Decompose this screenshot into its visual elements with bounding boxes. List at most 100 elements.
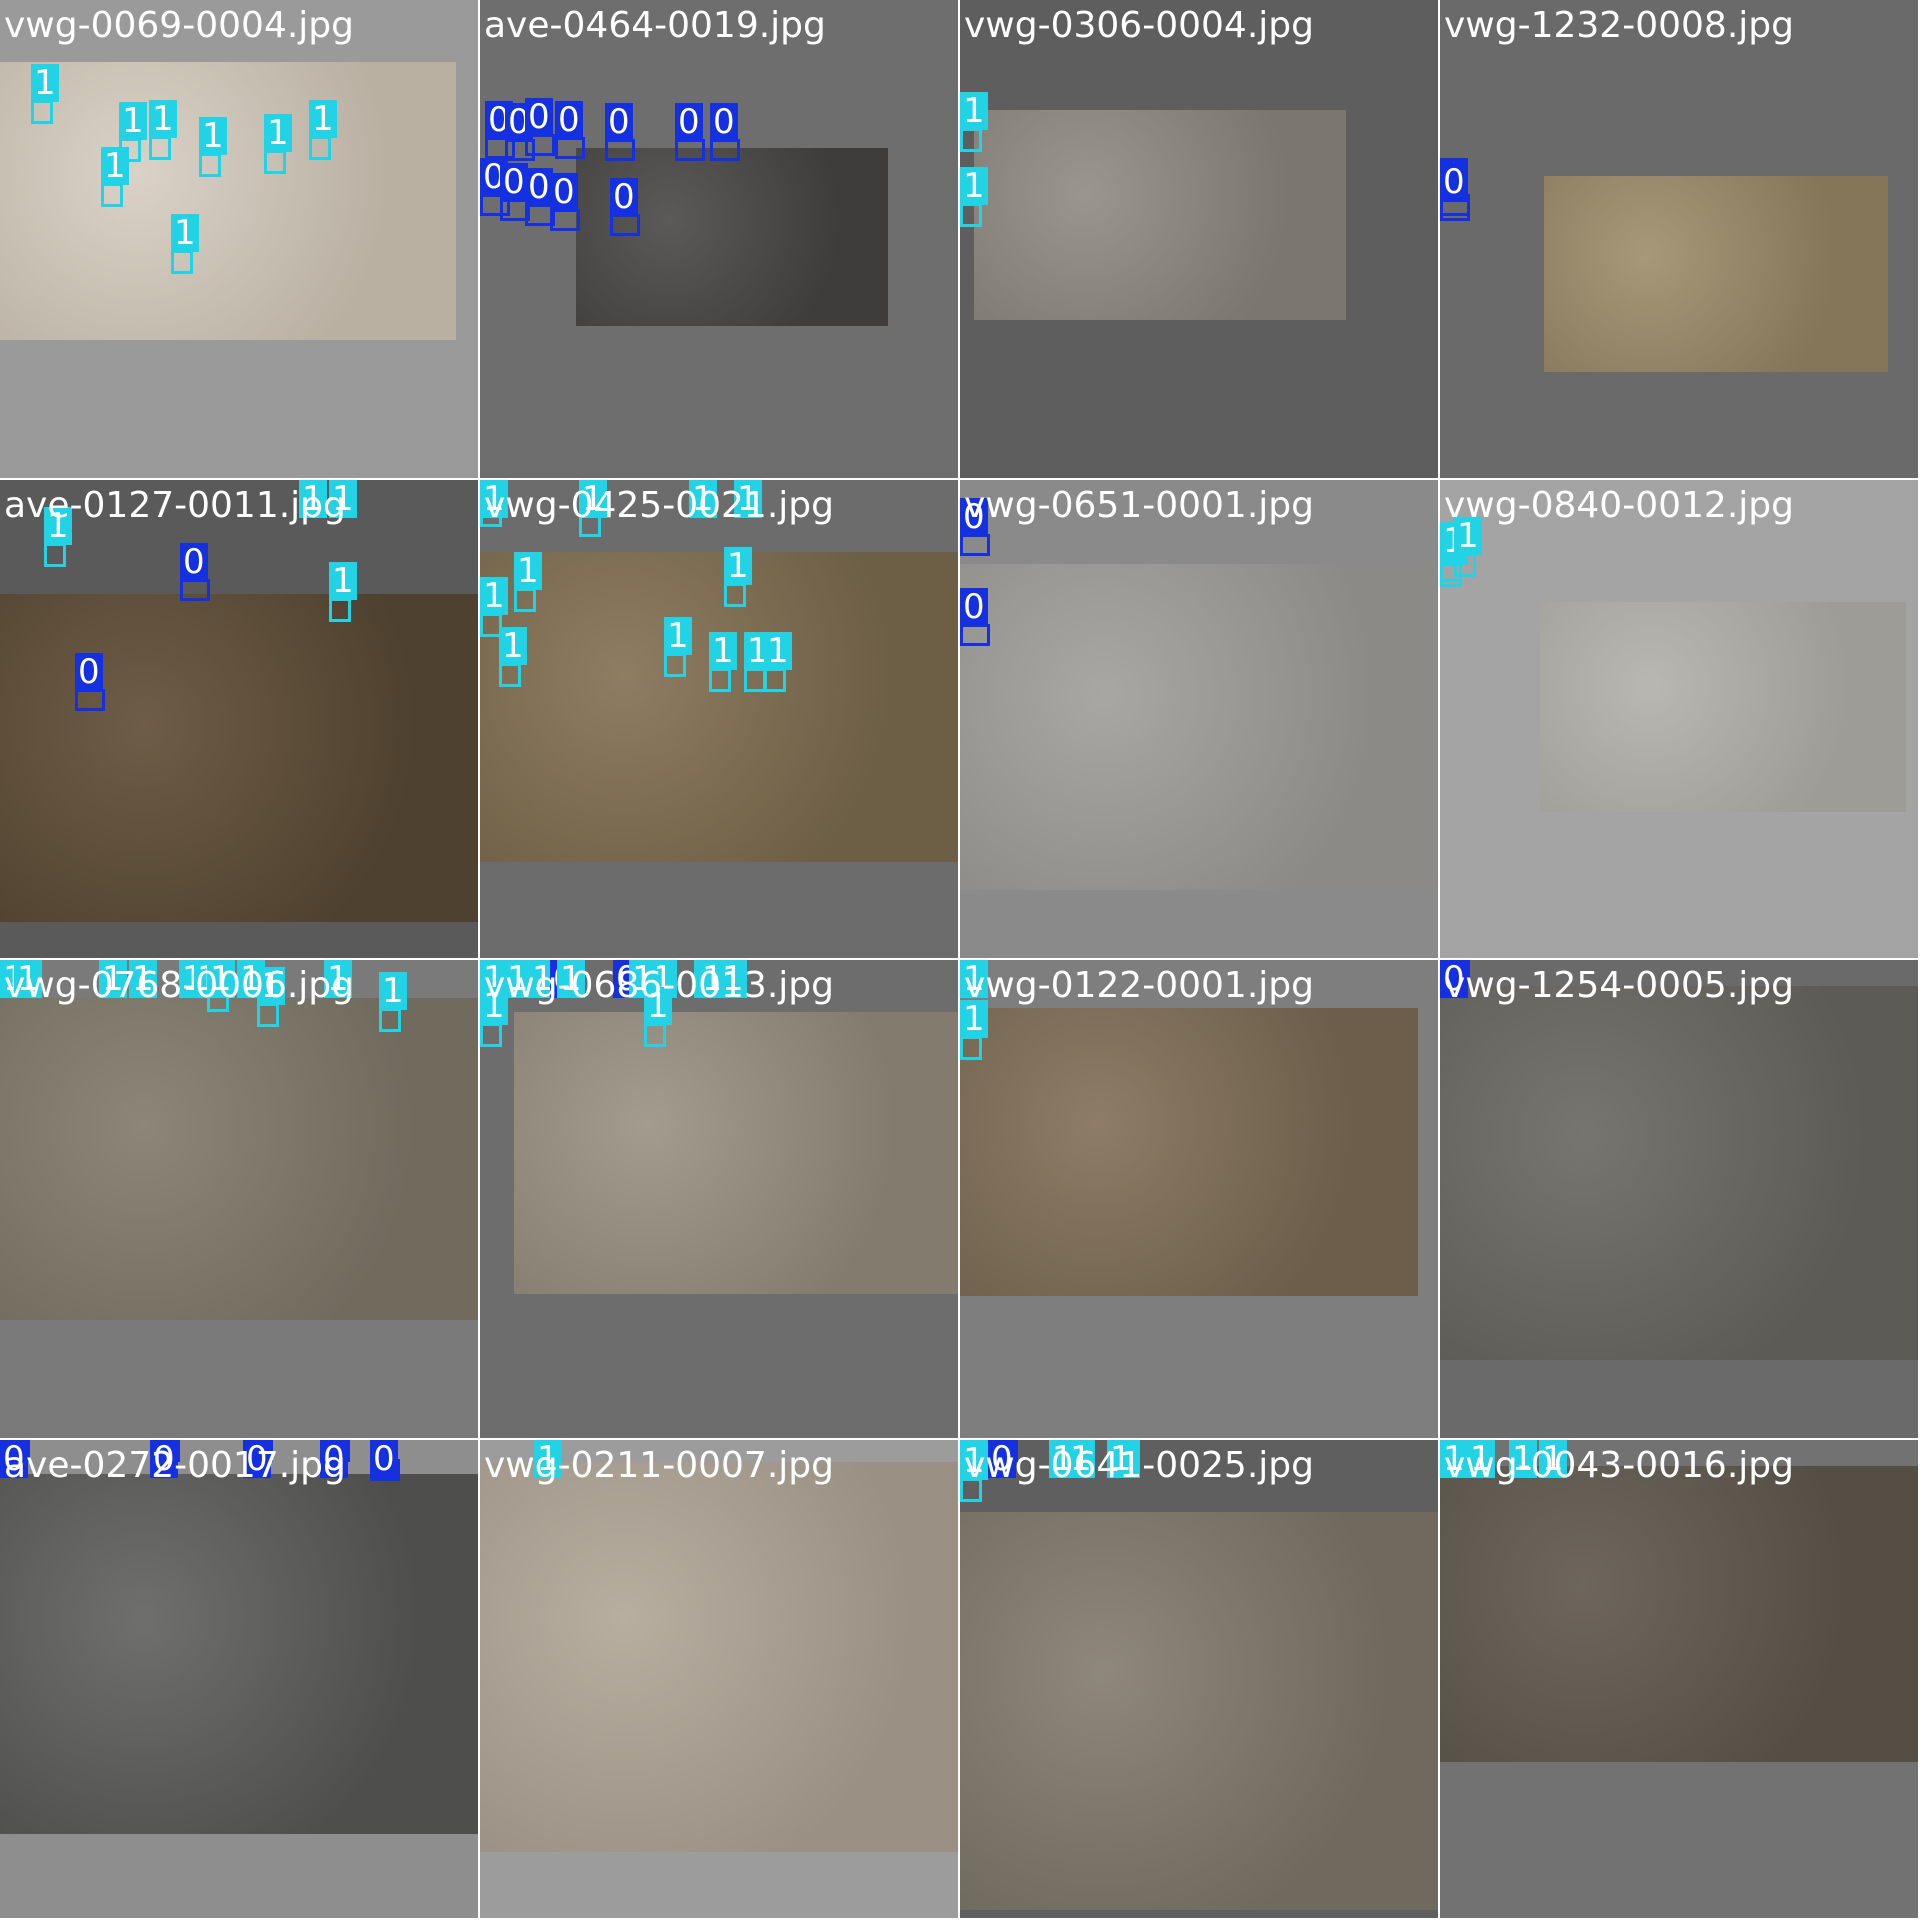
soil-photo <box>960 1512 1438 1910</box>
bounding-box <box>171 250 193 274</box>
class-label: 0 <box>960 588 988 626</box>
bounding-box <box>960 1478 982 1502</box>
tile: ave-0272-0017.jpg 0 0 0 0 0 <box>0 1440 478 1918</box>
tile-filename: vwg-0840-0012.jpg <box>1444 485 1794 526</box>
soil-photo <box>960 1008 1418 1296</box>
bounding-box <box>610 214 640 236</box>
soil-photo <box>514 1012 958 1294</box>
class-label: 0 <box>180 543 208 581</box>
class-label: 1 <box>644 987 672 1025</box>
soil-photo <box>1544 176 1888 372</box>
class-label: 1 <box>724 547 752 585</box>
tile: vwg-0211-0007.jpg 1 <box>480 1440 958 1918</box>
class-label: 1 <box>299 480 327 518</box>
bounding-box <box>101 183 123 207</box>
tile-filename: vwg-0425-0021.jpg <box>484 485 834 526</box>
class-label: 1 <box>44 507 72 545</box>
tile: vwg-0069-0004.jpg 1 1 1 1 1 1 1 1 <box>0 0 478 478</box>
class-label: 1 <box>1467 1440 1495 1478</box>
class-label: 1 <box>960 960 988 998</box>
class-label: 1 <box>329 480 357 518</box>
class-label: 1 <box>1454 517 1482 555</box>
class-label: 1 <box>579 480 607 518</box>
class-label: 1 <box>960 167 988 205</box>
bounding-box <box>180 579 210 601</box>
bounding-box <box>644 1023 666 1047</box>
tile: vwg-0043-0016.jpg11111111111111 <box>1440 1440 1918 1918</box>
soil-photo <box>480 552 958 862</box>
soil-photo <box>960 564 1438 890</box>
bounding-box <box>329 598 351 622</box>
class-label: 1 <box>514 552 542 590</box>
class-label: 1 <box>1107 1440 1135 1478</box>
tile-filename: ave-0464-0019.jpg <box>484 5 826 46</box>
bounding-box <box>555 137 585 159</box>
tile-filename: vwg-0651-0001.jpg <box>964 485 1314 526</box>
tile: vwg-0122-0001.jpg 1 1 <box>960 960 1438 1438</box>
class-label: 1 <box>480 480 508 518</box>
class-label: 1 <box>199 117 227 155</box>
class-label: 0 <box>75 653 103 691</box>
class-label: 0 <box>370 1440 398 1478</box>
class-label: 1 <box>329 562 357 600</box>
tile-filename: vwg-1232-0008.jpg <box>1444 5 1794 46</box>
bounding-box <box>960 1036 982 1060</box>
bounding-box <box>379 1008 401 1032</box>
soil-photo <box>1540 602 1906 812</box>
tile: vwg-0641-0025.jpg10001111111 <box>960 1440 1438 1918</box>
soil-photo <box>1440 986 1918 1360</box>
class-label: 0 <box>320 1440 348 1478</box>
class-label: 0 <box>555 101 583 139</box>
class-label: 0 <box>960 498 988 536</box>
bounding-box <box>960 203 982 227</box>
class-label: 1 <box>31 64 59 102</box>
tile-filename: vwg-0069-0004.jpg <box>4 5 354 46</box>
class-label: 1 <box>689 480 717 518</box>
bounding-box <box>309 136 331 160</box>
class-label: 1 <box>207 960 235 998</box>
class-label: 0 <box>500 163 528 201</box>
bounding-box <box>960 624 990 646</box>
bounding-box <box>257 1003 279 1027</box>
bounding-box <box>550 209 580 231</box>
bounding-box <box>31 100 53 124</box>
soil-photo <box>0 1474 478 1834</box>
tile: vwg-0425-0021.jpg 1 1 1 1 1 1 1 1 1 1 1 1 <box>480 480 958 958</box>
class-label: 0 <box>550 173 578 211</box>
class-label: 1 <box>171 214 199 252</box>
soil-photo <box>0 594 478 922</box>
class-label: 1 <box>480 577 508 615</box>
class-label: 1 <box>960 92 988 130</box>
class-label: 0 <box>150 1440 178 1478</box>
class-label: 1 <box>149 100 177 138</box>
bounding-box <box>480 1023 502 1047</box>
class-label: 0 <box>675 103 703 141</box>
class-label: 1 <box>237 960 265 998</box>
class-label: 1 <box>324 960 352 998</box>
bounding-box <box>724 583 746 607</box>
class-label: 0 <box>0 1440 28 1478</box>
soil-photo <box>1440 1466 1918 1762</box>
tile-filename: vwg-0122-0001.jpg <box>964 965 1314 1006</box>
bounding-box <box>75 689 105 711</box>
soil-photo <box>576 148 888 326</box>
bounding-box <box>960 534 990 556</box>
bounding-box <box>1440 199 1470 221</box>
tile: ave-0127-0011.jpg 1 0 0 1 1 1 <box>0 480 478 958</box>
class-label: 1 <box>309 100 337 138</box>
soil-photo <box>0 62 456 340</box>
class-label: 0 <box>1440 960 1468 998</box>
class-label: 1 <box>764 632 792 670</box>
tile: vwg-0686-0013.jpg101111110111111 <box>480 960 958 1438</box>
bounding-box <box>199 153 221 177</box>
class-label: 0 <box>525 98 553 136</box>
class-label: 1 <box>504 960 532 998</box>
class-label: 1 <box>14 960 42 998</box>
bounding-box <box>149 136 171 160</box>
class-label: 1 <box>734 480 762 518</box>
bounding-box <box>710 139 740 161</box>
